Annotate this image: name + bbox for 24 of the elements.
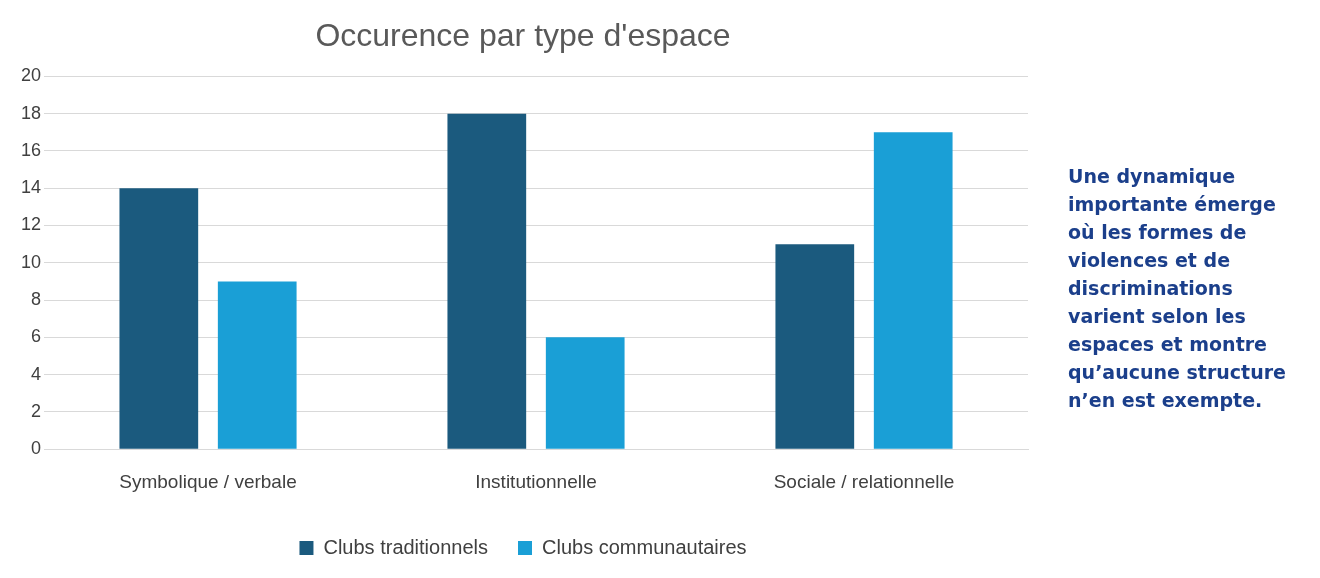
- y-tick-label: 14: [20, 177, 42, 198]
- chart-title: Occurence par type d'espace: [315, 17, 731, 54]
- y-tick-label: 10: [20, 251, 42, 272]
- legend-label: Clubs communautaires: [542, 535, 747, 558]
- y-tick-label: 20: [20, 65, 42, 86]
- x-tick-label: Symbolique / verbale: [119, 470, 297, 492]
- text: Une dynamique importante émerge où les formes de violences et de discriminations varient selon les espaces et montre qu’aucune structure n’en est exempte.: [1068, 165, 1286, 411]
- y-tick-label: 0: [31, 438, 42, 459]
- y-tick-label: 16: [20, 139, 42, 160]
- y-tick-label: 2: [31, 400, 42, 421]
- bar: [775, 244, 855, 449]
- bar: [217, 281, 297, 449]
- y-tick-label: 4: [31, 363, 42, 384]
- y-tick-label: 6: [31, 326, 42, 347]
- legend-label: Clubs traditionnels: [323, 535, 488, 558]
- y-tick-label: 8: [31, 289, 42, 310]
- y-tick-label: 12: [20, 214, 42, 235]
- x-tick-label: Institutionnelle: [475, 470, 597, 492]
- bar: [545, 337, 625, 449]
- bar: [447, 113, 527, 449]
- bar: [873, 132, 953, 449]
- y-tick-label: 18: [20, 102, 42, 123]
- x-tick-label: Sociale / relationnelle: [773, 470, 955, 492]
- bar: [119, 188, 199, 449]
